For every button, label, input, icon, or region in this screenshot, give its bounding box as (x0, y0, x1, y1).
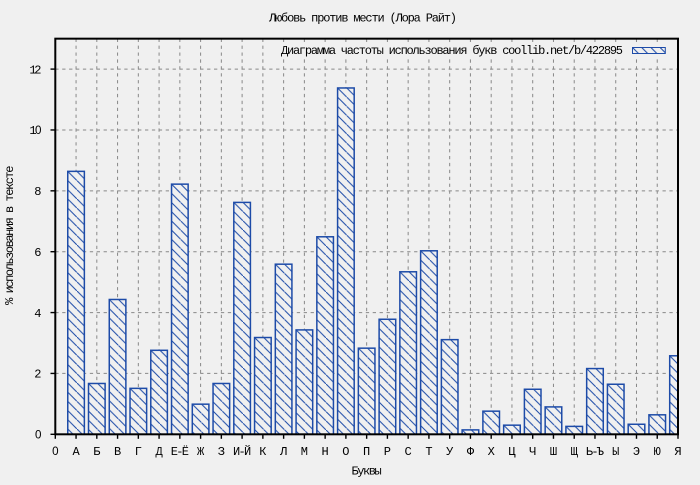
svg-text:Д: Д (155, 445, 163, 459)
svg-text:М: М (301, 445, 308, 459)
svg-text:Ы: Ы (612, 445, 619, 459)
svg-text:Щ: Щ (571, 445, 579, 459)
svg-text:10: 10 (29, 124, 41, 138)
svg-text:Ч: Ч (529, 445, 536, 459)
svg-text:Б: Б (93, 445, 100, 459)
svg-text:4: 4 (34, 307, 41, 321)
svg-text:Х: Х (488, 445, 495, 459)
svg-text:Р: Р (384, 445, 391, 459)
svg-text:К: К (259, 445, 266, 459)
svg-text:Ж: Ж (197, 445, 205, 459)
svg-text:2: 2 (34, 368, 41, 382)
svg-text:Л: Л (279, 445, 287, 459)
svg-text:О: О (342, 445, 349, 459)
svg-text:Буквы: Буквы (351, 465, 381, 479)
svg-text:0: 0 (35, 429, 41, 442)
svg-text:12: 12 (29, 63, 41, 77)
svg-text:Г: Г (135, 445, 142, 459)
svg-text:% использования в тексте: % использования в тексте (3, 166, 17, 305)
svg-text:8: 8 (34, 185, 41, 199)
svg-text:У: У (446, 445, 454, 459)
svg-text:Я: Я (674, 445, 681, 459)
svg-text:З: З (218, 445, 225, 459)
svg-text:Ш: Ш (550, 445, 557, 459)
svg-text:0: 0 (52, 445, 58, 458)
svg-text:Н: Н (322, 445, 329, 459)
svg-text:Э: Э (633, 445, 640, 459)
svg-text:Ю: Ю (654, 445, 661, 459)
svg-text:С: С (405, 445, 412, 459)
svg-text:В: В (114, 445, 121, 459)
svg-text:П: П (363, 445, 370, 459)
svg-text:Ц: Ц (508, 445, 516, 459)
svg-text:Любовь против мести (Лора Райт: Любовь против мести (Лора Райт) (268, 12, 457, 26)
svg-text:Диаграмма частоты использовани: Диаграмма частоты использования букв coo… (281, 44, 623, 58)
svg-text:Ь-Ъ: Ь-Ъ (586, 445, 604, 459)
svg-text:6: 6 (34, 246, 41, 260)
svg-text:Ф: Ф (467, 445, 475, 459)
svg-text:А: А (72, 445, 80, 459)
svg-text:Т: Т (425, 445, 432, 459)
svg-text:Е-Ё: Е-Ё (171, 445, 189, 459)
svg-text:И-Й: И-Й (233, 444, 251, 459)
